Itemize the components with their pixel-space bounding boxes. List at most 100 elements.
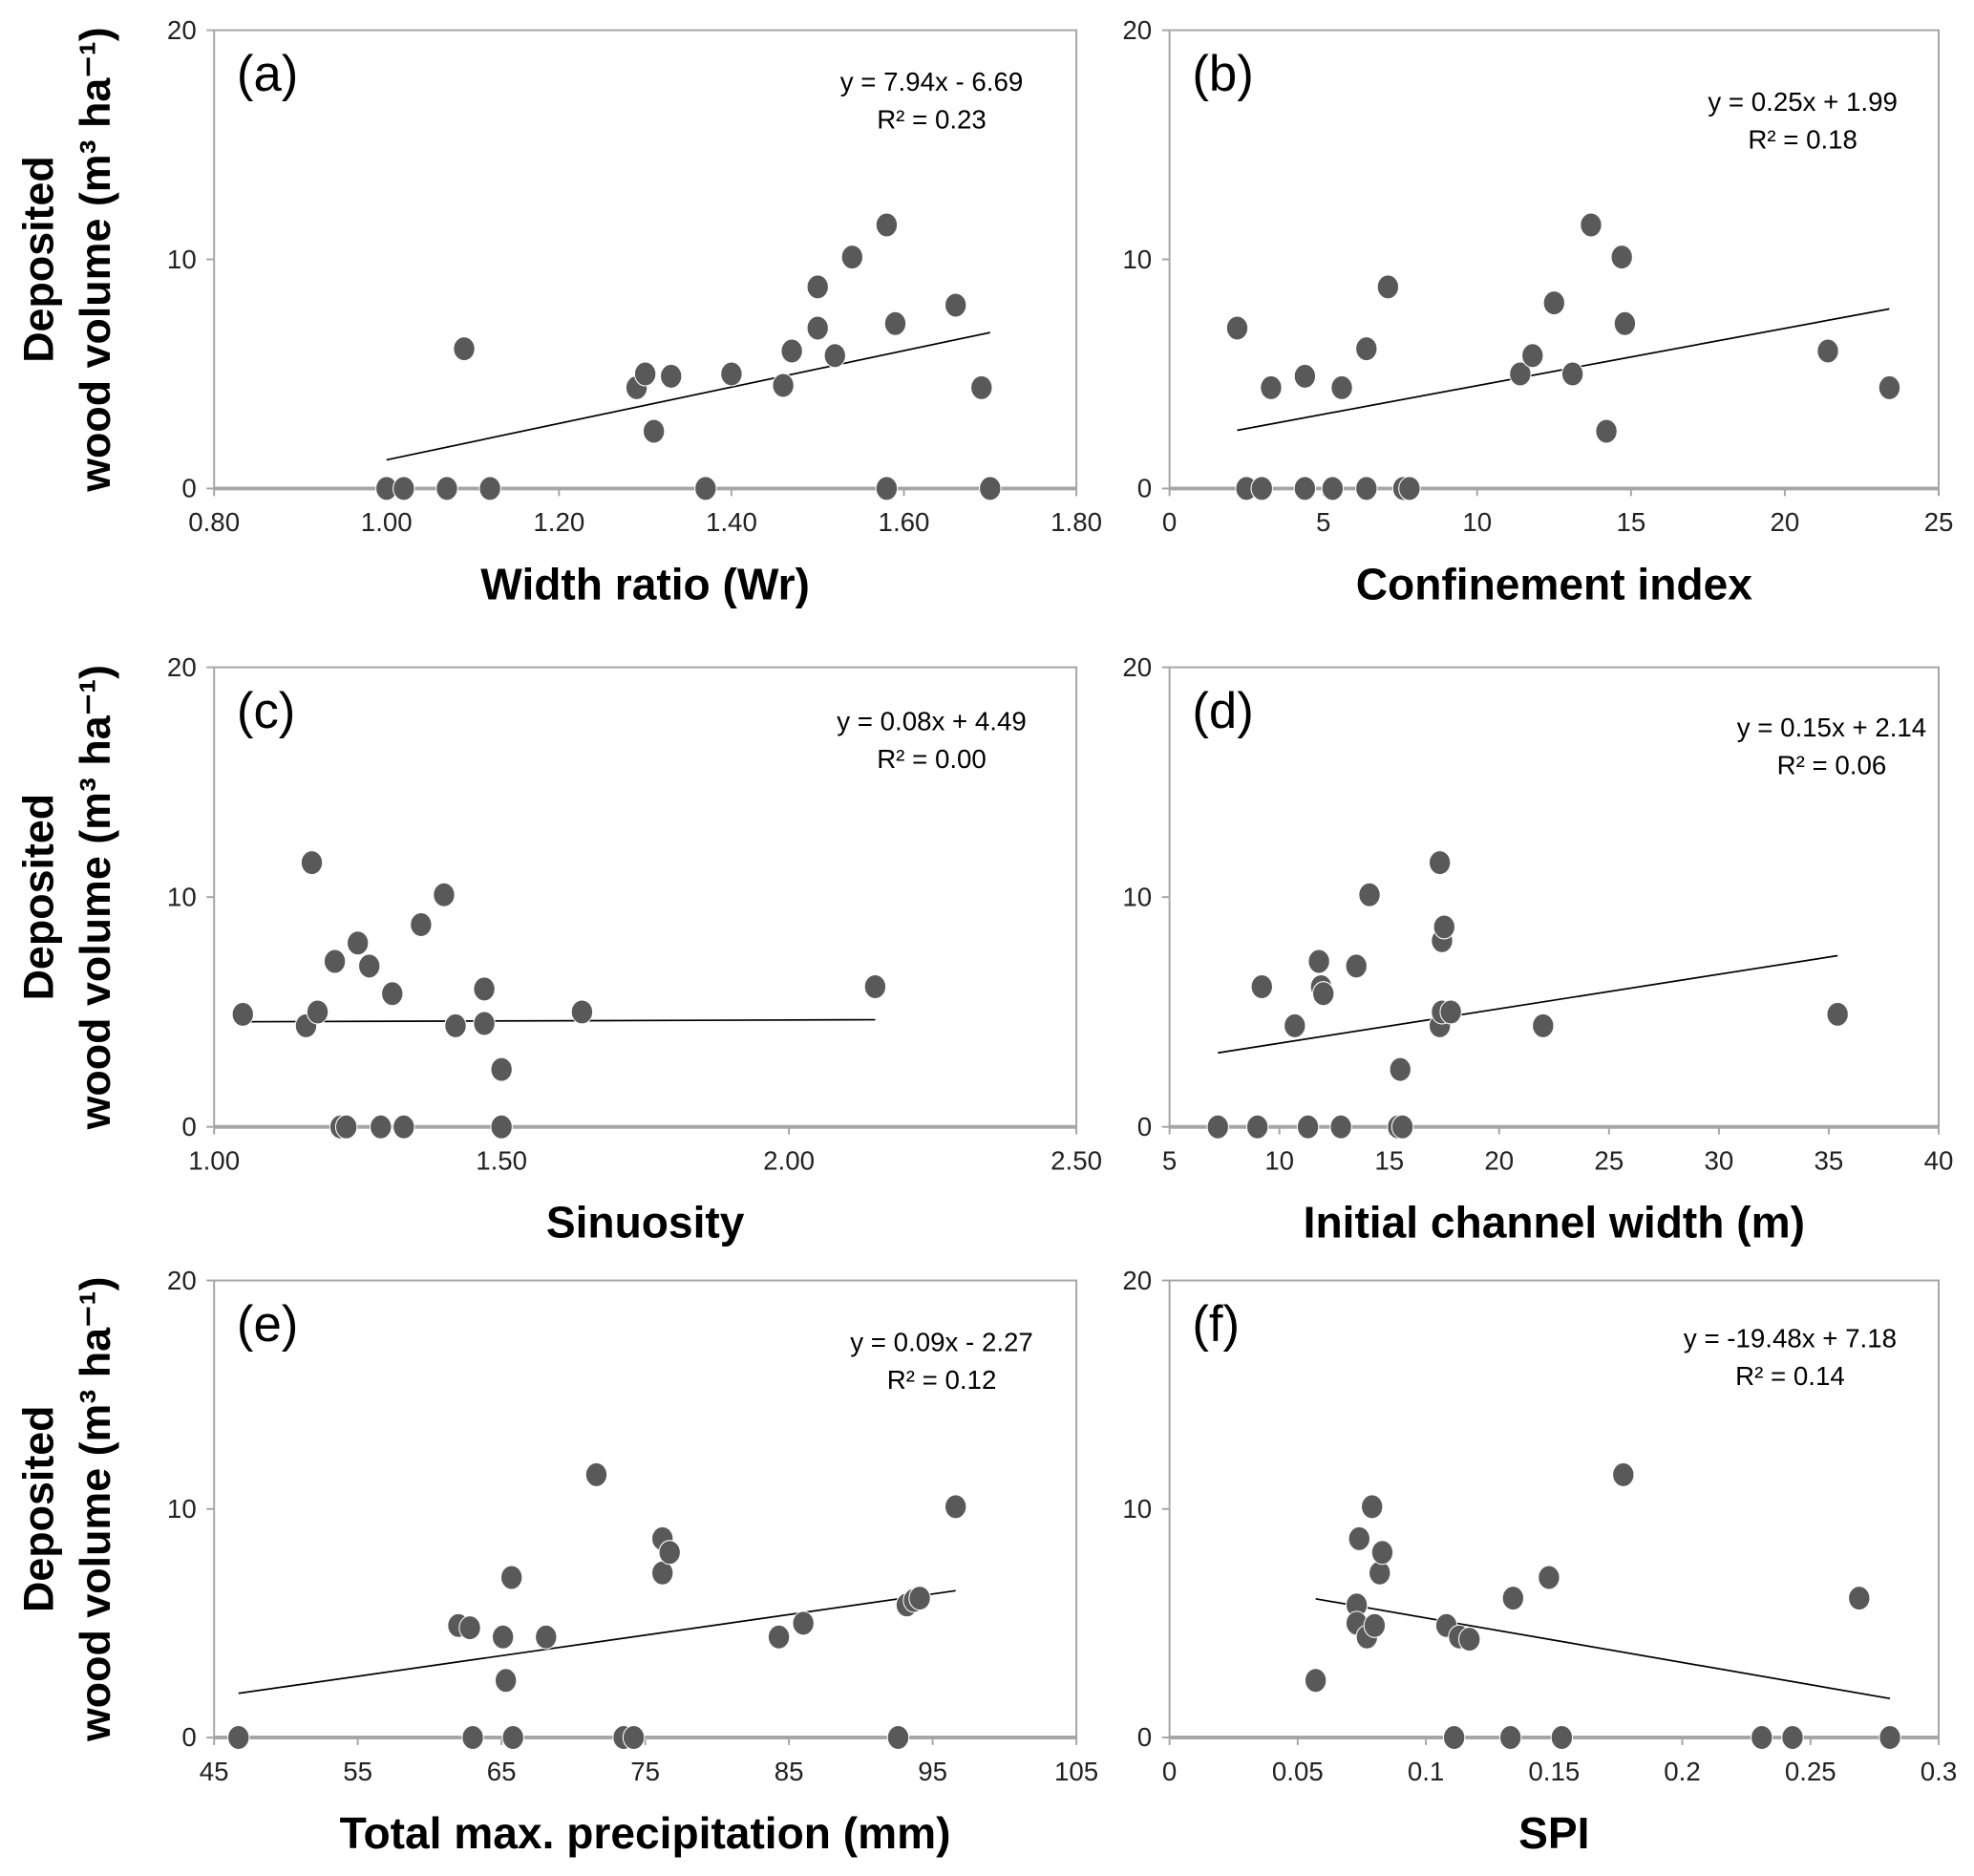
panel-label: (b) <box>1192 46 1253 102</box>
data-point <box>1848 1586 1871 1611</box>
x-tick-label: 0.3 <box>1921 1757 1957 1786</box>
data-point <box>633 361 657 387</box>
data-point <box>231 1001 255 1027</box>
data-point <box>1613 310 1637 336</box>
plot-frame <box>213 29 1078 490</box>
x-axis-title: Width ratio (Wr) <box>480 559 810 608</box>
x-tick-label: 105 <box>1054 1757 1098 1786</box>
data-point <box>979 476 1002 501</box>
data-point <box>1355 476 1378 501</box>
data-point <box>823 343 847 369</box>
data-point <box>908 1586 931 1611</box>
data-point <box>780 338 803 364</box>
r-squared: R² = 0.06 <box>1777 751 1887 780</box>
data-point <box>491 1624 515 1650</box>
panel-d: 0 10 20 5 10 15 20 25 30 35 40 Initial channel widt… <box>1122 652 1953 1247</box>
y-axis-title: Deposited <box>14 1405 62 1612</box>
data-point <box>1509 361 1532 387</box>
data-point <box>499 1565 523 1590</box>
data-point <box>1521 343 1544 369</box>
data-point <box>1293 476 1317 501</box>
panel-label: (e) <box>237 1296 298 1353</box>
y-tick-label: 20 <box>1122 652 1152 682</box>
trend-line <box>1218 954 1838 1055</box>
y-tick-label: 10 <box>1122 882 1152 911</box>
data-point <box>1307 949 1330 974</box>
regression-equation: y = -19.48x + 7.18 <box>1684 1323 1897 1353</box>
data-point <box>1498 1724 1522 1751</box>
data-point <box>642 418 666 444</box>
x-tick-label: 85 <box>775 1757 804 1786</box>
x-tick-label: 20 <box>1771 507 1800 537</box>
data-point <box>1610 245 1633 270</box>
data-point <box>1311 981 1335 1007</box>
data-point <box>570 999 594 1025</box>
data-point <box>1816 338 1839 364</box>
regression-equation: y = 0.25x + 1.99 <box>1708 87 1897 117</box>
x-tick-label: 0.1 <box>1408 1757 1444 1786</box>
data-point <box>1389 1056 1412 1082</box>
data-point <box>1370 1540 1394 1566</box>
data-point <box>1321 476 1345 501</box>
y-tick-label: 20 <box>167 15 197 45</box>
x-tick-label: 55 <box>343 1757 372 1786</box>
data-point <box>1296 1114 1320 1140</box>
data-point <box>1532 1013 1555 1038</box>
trend-line <box>243 1018 876 1023</box>
data-point <box>944 292 967 318</box>
x-tick-label: 1.20 <box>533 507 584 537</box>
data-point <box>453 336 476 362</box>
x-axis-title: Confinement index <box>1356 559 1752 608</box>
data-point <box>944 1494 967 1520</box>
data-point <box>370 1114 393 1140</box>
y-axis-title: wood volume (m³ ha⁻¹) <box>72 1276 119 1742</box>
x-tick-label: 75 <box>630 1757 660 1786</box>
x-tick-label: 25 <box>1594 1146 1624 1176</box>
data-point <box>227 1724 250 1751</box>
panel-label: (f) <box>1192 1296 1240 1353</box>
r-squared: R² = 0.12 <box>887 1365 997 1395</box>
data-point <box>393 1114 415 1140</box>
data-point <box>1304 1668 1327 1694</box>
regression-equation: y = 0.15x + 2.14 <box>1737 713 1926 742</box>
data-point <box>1284 1013 1306 1038</box>
x-tick-label: 45 <box>200 1757 229 1786</box>
x-axis-title: Initial channel width (m) <box>1304 1198 1805 1247</box>
x-tick-label: 1.00 <box>188 1146 240 1176</box>
data-point <box>1348 1525 1371 1551</box>
data-point <box>1250 476 1274 501</box>
r-squared: R² = 0.23 <box>877 104 987 134</box>
data-point <box>1433 914 1455 940</box>
y-tick-label: 10 <box>1122 1494 1152 1524</box>
y-tick-label: 0 <box>181 1112 196 1141</box>
data-point <box>381 981 404 1007</box>
x-tick-label: 0.05 <box>1272 1757 1324 1786</box>
data-point <box>772 373 795 398</box>
data-point <box>863 973 887 1000</box>
data-point <box>659 363 683 389</box>
y-axis-title: Deposited <box>14 794 62 1001</box>
data-point <box>444 1013 467 1038</box>
data-point <box>1363 1612 1387 1638</box>
panel-c: 0 10 20 1.00 1.50 2.00 2.50 Sinuosity Deposited w… <box>14 652 1102 1247</box>
y-tick-label: 0 <box>181 1722 196 1752</box>
data-point <box>792 1610 815 1636</box>
data-point <box>478 476 501 501</box>
data-point <box>435 476 458 501</box>
x-tick-label: 95 <box>918 1757 947 1786</box>
y-tick-label: 20 <box>167 1266 197 1295</box>
data-point <box>306 999 329 1025</box>
y-tick-label: 20 <box>167 652 197 682</box>
x-tick-label: 0 <box>1162 1757 1177 1786</box>
r-squared: R² = 0.00 <box>877 744 987 774</box>
r-squared: R² = 0.14 <box>1735 1361 1845 1391</box>
y-tick-label: 10 <box>167 245 197 274</box>
data-point <box>883 310 907 336</box>
data-point <box>300 850 324 876</box>
x-tick-label: 35 <box>1815 1146 1844 1176</box>
data-point <box>1560 361 1584 387</box>
panel-a: 0 10 20 0.80 1.00 1.20 1.40 1.60 1.80 Width ratio… <box>14 15 1102 609</box>
data-point <box>1225 315 1249 341</box>
data-point <box>694 476 717 501</box>
x-tick-label: 65 <box>487 1757 517 1786</box>
